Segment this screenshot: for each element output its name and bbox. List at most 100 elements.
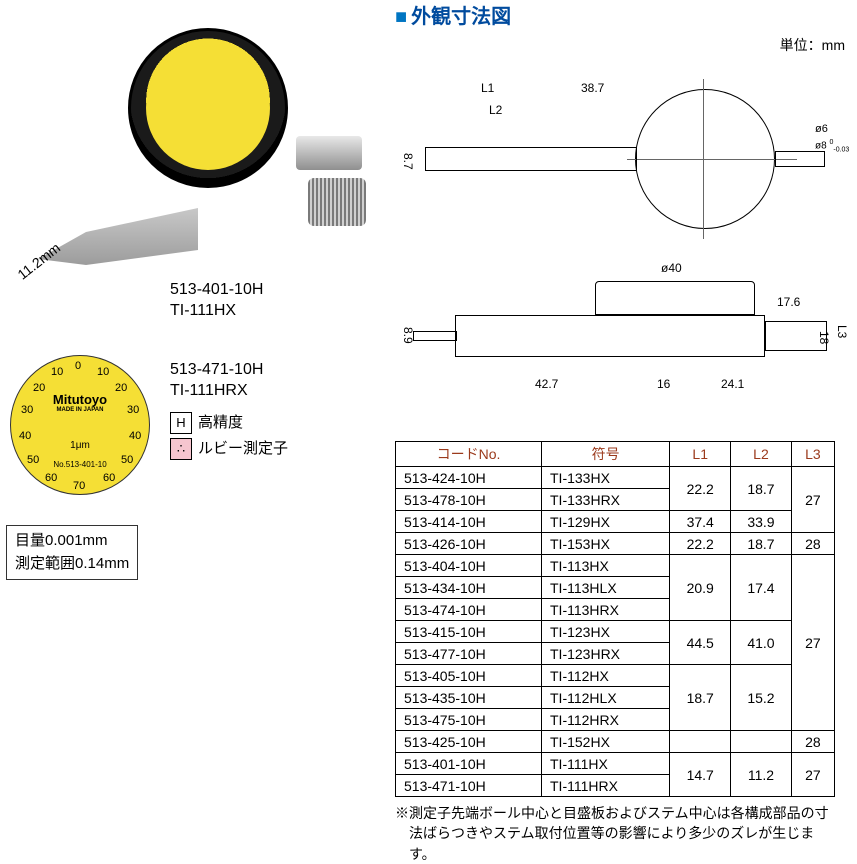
th-code: コードNo. xyxy=(396,442,542,467)
section-title-text: 外観寸法図 xyxy=(411,6,511,28)
dim-24-1: 24.1 xyxy=(721,377,744,391)
cell-L2: 17.4 xyxy=(731,555,792,621)
th-L1: L1 xyxy=(670,442,731,467)
th-sym: 符号 xyxy=(542,442,670,467)
cell-sym: TI-152HX xyxy=(542,731,670,753)
ruby-label: ルビー測定子 xyxy=(198,440,288,457)
cell-code: 513-471-10H xyxy=(396,775,542,797)
right-column: ■外観寸法図 単位：mm L1 L2 38.7 8.7 ø6 ø8 0-0.03… xyxy=(395,0,855,864)
dim-42-7: 42.7 xyxy=(535,377,558,391)
cell-L1: 18.7 xyxy=(670,665,731,731)
table-row: 513-414-10H TI-129HX 37.4 33.9 xyxy=(396,511,835,533)
cell-L3: 27 xyxy=(791,753,834,797)
section-square-icon: ■ xyxy=(395,6,407,28)
scale-40r: 40 xyxy=(129,430,141,442)
cell-L1: 14.7 xyxy=(670,753,731,797)
stem xyxy=(296,136,362,170)
scale-40l: 40 xyxy=(19,430,31,442)
table-row: 513-404-10H TI-113HX 20.9 17.4 27 xyxy=(396,555,835,577)
scale-30r: 30 xyxy=(127,404,139,416)
cell-L3: 28 xyxy=(791,731,834,753)
scale-0: 0 xyxy=(75,360,81,372)
cell-sym: TI-111HRX xyxy=(542,775,670,797)
cell-L1: 22.2 xyxy=(670,533,731,555)
dim-L2: L2 xyxy=(489,103,502,117)
cell-code: 513-474-10H xyxy=(396,599,542,621)
cell-sym: TI-113HLX xyxy=(542,577,670,599)
dim-phi6: ø6 xyxy=(815,123,828,135)
high-precision-label: 高精度 xyxy=(198,414,243,431)
cell-code: 513-426-10H xyxy=(396,533,542,555)
cell-L2: 41.0 xyxy=(731,621,792,665)
dial-scale: 0 10 10 20 20 30 30 40 40 50 50 60 60 70 xyxy=(11,356,149,494)
cell-sym: TI-123HRX xyxy=(542,643,670,665)
dial-face-illustration: Mitutoyo MADE IN JAPAN 1μm No.513-401-10… xyxy=(10,355,150,495)
product-illustration: 11.2mm xyxy=(8,8,378,318)
dim-16: 16 xyxy=(657,377,670,391)
table-row: 513-424-10H TI-133HX 22.2 18.7 27 xyxy=(396,467,835,489)
cell-L2: 18.7 xyxy=(731,467,792,511)
unit-label: 単位：mm xyxy=(395,35,855,55)
cell-code: 513-477-10H xyxy=(396,643,542,665)
draw-stem-top xyxy=(775,151,825,167)
cell-code: 513-435-10H xyxy=(396,687,542,709)
cell-code: 513-424-10H xyxy=(396,467,542,489)
cell-sym: TI-123HX xyxy=(542,621,670,643)
cell-L1: 44.5 xyxy=(670,621,731,665)
spec-range: 測定範囲0.14mm xyxy=(15,553,129,576)
cell-L3: 27 xyxy=(791,467,834,533)
table-row: 513-415-10H TI-123HX 44.5 41.0 xyxy=(396,621,835,643)
cell-code: 513-478-10H xyxy=(396,489,542,511)
product-2-codes: 513-471-10H TI-111HRX xyxy=(170,360,263,402)
dim-8-003: ø8 0-0.03 xyxy=(815,139,849,153)
scale-50l: 50 xyxy=(27,454,39,466)
cell-L1: 37.4 xyxy=(670,511,731,533)
product-1-codes: 513-401-10H TI-111HX xyxy=(170,280,263,322)
dimension-drawing: L1 L2 38.7 8.7 ø6 ø8 0-0.03 ø40 17.6 18 … xyxy=(395,59,840,429)
cell-sym: TI-133HRX xyxy=(542,489,670,511)
high-precision-icon: H xyxy=(170,412,192,434)
scale-10r: 10 xyxy=(97,366,109,378)
cell-L2: 15.2 xyxy=(731,665,792,731)
cell-sym: TI-133HX xyxy=(542,467,670,489)
cell-sym: TI-129HX xyxy=(542,511,670,533)
cell-L2: 11.2 xyxy=(731,753,792,797)
dim-phi40: ø40 xyxy=(661,261,682,275)
scale-60l: 60 xyxy=(45,472,57,484)
scale-30l: 30 xyxy=(21,404,33,416)
draw-side-tip xyxy=(413,331,457,341)
knurled-grip xyxy=(308,178,366,226)
dim-L1: L1 xyxy=(481,81,494,95)
th-L2: L2 xyxy=(731,442,792,467)
cell-code: 513-434-10H xyxy=(396,577,542,599)
cell-code: 513-404-10H xyxy=(396,555,542,577)
section-title: ■外観寸法図 xyxy=(395,0,855,29)
footnote: ※測定子先端ボール中心と目盛板およびステム中心は各構成部品の寸法ばらつきやステム… xyxy=(395,803,835,864)
spec-box: 目量0.001mm 測定範囲0.14mm xyxy=(6,525,138,580)
cell-L1: 22.2 xyxy=(670,467,731,511)
dim-18: 18 xyxy=(817,331,831,344)
feature-high-precision: H 高精度 xyxy=(170,410,288,436)
cell-L3: 28 xyxy=(791,533,834,555)
table-row: 513-426-10H TI-153HX 22.2 18.7 28 xyxy=(396,533,835,555)
cell-L2: 33.9 xyxy=(731,511,792,533)
th-L3: L3 xyxy=(791,442,834,467)
cell-code: 513-414-10H xyxy=(396,511,542,533)
dim-17-6: 17.6 xyxy=(777,295,800,309)
left-column: 11.2mm 513-401-10H TI-111HX Mitutoyo MAD… xyxy=(0,0,390,864)
table-header-row: コードNo. 符号 L1 L2 L3 xyxy=(396,442,835,467)
product-2-code: 513-471-10H xyxy=(170,360,263,381)
draw-centerline-h xyxy=(627,159,797,160)
cell-sym: TI-113HX xyxy=(542,555,670,577)
stylus-arm xyxy=(38,208,198,268)
product-1-model: TI-111HX xyxy=(170,301,263,322)
dim-8-7: 8.7 xyxy=(401,153,415,170)
draw-side-bezel xyxy=(595,281,755,315)
cell-code: 513-475-10H xyxy=(396,709,542,731)
product-1-code: 513-401-10H xyxy=(170,280,263,301)
cell-sym: TI-153HX xyxy=(542,533,670,555)
dimension-table: コードNo. 符号 L1 L2 L3 513-424-10H TI-133HX … xyxy=(395,441,835,797)
spec-graduation: 目量0.001mm xyxy=(15,530,129,553)
table-row: 513-401-10H TI-111HX 14.7 11.2 27 xyxy=(396,753,835,775)
cell-sym: TI-112HRX xyxy=(542,709,670,731)
